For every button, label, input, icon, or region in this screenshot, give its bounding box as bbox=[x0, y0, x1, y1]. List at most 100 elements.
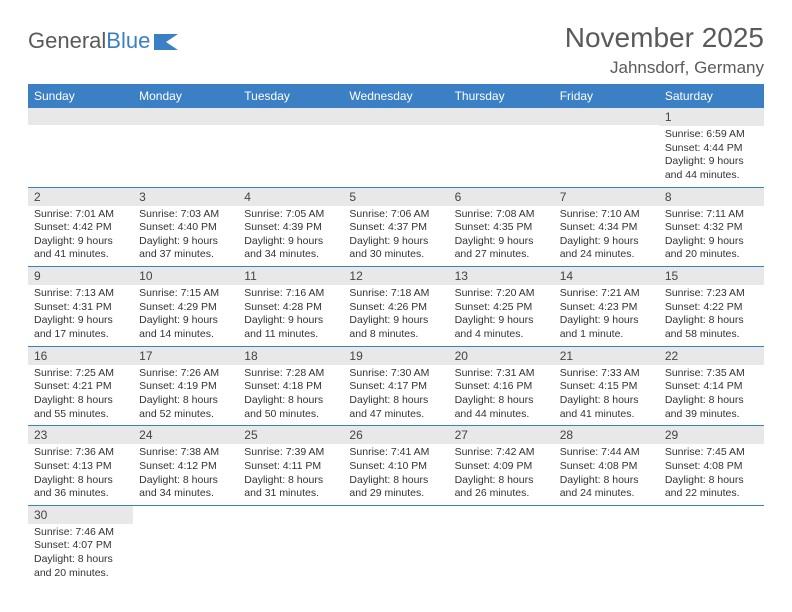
day-number: 5 bbox=[343, 188, 448, 206]
day-number: 27 bbox=[449, 426, 554, 444]
calendar-day-cell: 9Sunrise: 7:13 AMSunset: 4:31 PMDaylight… bbox=[28, 267, 133, 347]
calendar-week-row: 16Sunrise: 7:25 AMSunset: 4:21 PMDayligh… bbox=[28, 346, 764, 426]
calendar-day-cell: 27Sunrise: 7:42 AMSunset: 4:09 PMDayligh… bbox=[449, 426, 554, 506]
empty-day-header bbox=[238, 108, 343, 125]
day-details: Sunrise: 7:31 AMSunset: 4:16 PMDaylight:… bbox=[449, 365, 554, 426]
day-number: 14 bbox=[554, 267, 659, 285]
calendar-empty-cell bbox=[133, 505, 238, 584]
weekday-header: Monday bbox=[133, 84, 238, 108]
day-details: Sunrise: 7:28 AMSunset: 4:18 PMDaylight:… bbox=[238, 365, 343, 426]
day-number: 12 bbox=[343, 267, 448, 285]
day-number: 13 bbox=[449, 267, 554, 285]
day-number: 16 bbox=[28, 347, 133, 365]
title-block: November 2025 Jahnsdorf, Germany bbox=[565, 22, 764, 78]
day-number: 19 bbox=[343, 347, 448, 365]
calendar-day-cell: 17Sunrise: 7:26 AMSunset: 4:19 PMDayligh… bbox=[133, 346, 238, 426]
location: Jahnsdorf, Germany bbox=[565, 58, 764, 78]
day-number: 6 bbox=[449, 188, 554, 206]
day-number: 24 bbox=[133, 426, 238, 444]
day-details: Sunrise: 7:25 AMSunset: 4:21 PMDaylight:… bbox=[28, 365, 133, 426]
day-number: 25 bbox=[238, 426, 343, 444]
day-details: Sunrise: 7:30 AMSunset: 4:17 PMDaylight:… bbox=[343, 365, 448, 426]
calendar-week-row: 1Sunrise: 6:59 AMSunset: 4:44 PMDaylight… bbox=[28, 108, 764, 187]
day-number: 21 bbox=[554, 347, 659, 365]
day-details: Sunrise: 7:41 AMSunset: 4:10 PMDaylight:… bbox=[343, 444, 448, 505]
calendar-empty-cell bbox=[238, 108, 343, 187]
day-number: 23 bbox=[28, 426, 133, 444]
weekday-header: Sunday bbox=[28, 84, 133, 108]
calendar-day-cell: 7Sunrise: 7:10 AMSunset: 4:34 PMDaylight… bbox=[554, 187, 659, 267]
day-details: Sunrise: 7:05 AMSunset: 4:39 PMDaylight:… bbox=[238, 206, 343, 267]
day-details: Sunrise: 7:10 AMSunset: 4:34 PMDaylight:… bbox=[554, 206, 659, 267]
calendar-empty-cell bbox=[449, 108, 554, 187]
calendar-day-cell: 4Sunrise: 7:05 AMSunset: 4:39 PMDaylight… bbox=[238, 187, 343, 267]
day-number: 9 bbox=[28, 267, 133, 285]
empty-day-header bbox=[554, 108, 659, 125]
calendar-empty-cell bbox=[449, 505, 554, 584]
day-details: Sunrise: 7:45 AMSunset: 4:08 PMDaylight:… bbox=[659, 444, 764, 505]
calendar-day-cell: 26Sunrise: 7:41 AMSunset: 4:10 PMDayligh… bbox=[343, 426, 448, 506]
calendar-day-cell: 6Sunrise: 7:08 AMSunset: 4:35 PMDaylight… bbox=[449, 187, 554, 267]
calendar-day-cell: 28Sunrise: 7:44 AMSunset: 4:08 PMDayligh… bbox=[554, 426, 659, 506]
calendar-day-cell: 24Sunrise: 7:38 AMSunset: 4:12 PMDayligh… bbox=[133, 426, 238, 506]
calendar-empty-cell bbox=[28, 108, 133, 187]
calendar-body: 1Sunrise: 6:59 AMSunset: 4:44 PMDaylight… bbox=[28, 108, 764, 584]
calendar-empty-cell bbox=[133, 108, 238, 187]
calendar-empty-cell bbox=[659, 505, 764, 584]
day-number: 22 bbox=[659, 347, 764, 365]
logo: GeneralBlue bbox=[28, 28, 180, 54]
calendar-empty-cell bbox=[343, 505, 448, 584]
day-number: 3 bbox=[133, 188, 238, 206]
calendar-empty-cell bbox=[238, 505, 343, 584]
calendar-day-cell: 13Sunrise: 7:20 AMSunset: 4:25 PMDayligh… bbox=[449, 267, 554, 347]
day-details: Sunrise: 7:39 AMSunset: 4:11 PMDaylight:… bbox=[238, 444, 343, 505]
day-number: 18 bbox=[238, 347, 343, 365]
day-details: Sunrise: 7:11 AMSunset: 4:32 PMDaylight:… bbox=[659, 206, 764, 267]
day-number: 30 bbox=[28, 506, 133, 524]
calendar-day-cell: 18Sunrise: 7:28 AMSunset: 4:18 PMDayligh… bbox=[238, 346, 343, 426]
calendar-day-cell: 20Sunrise: 7:31 AMSunset: 4:16 PMDayligh… bbox=[449, 346, 554, 426]
day-details: Sunrise: 7:18 AMSunset: 4:26 PMDaylight:… bbox=[343, 285, 448, 346]
day-details: Sunrise: 7:21 AMSunset: 4:23 PMDaylight:… bbox=[554, 285, 659, 346]
month-title: November 2025 bbox=[565, 22, 764, 54]
logo-text-blue: Blue bbox=[106, 28, 150, 54]
calendar-day-cell: 29Sunrise: 7:45 AMSunset: 4:08 PMDayligh… bbox=[659, 426, 764, 506]
day-number: 11 bbox=[238, 267, 343, 285]
day-details: Sunrise: 7:46 AMSunset: 4:07 PMDaylight:… bbox=[28, 524, 133, 585]
weekday-header: Tuesday bbox=[238, 84, 343, 108]
calendar-week-row: 30Sunrise: 7:46 AMSunset: 4:07 PMDayligh… bbox=[28, 505, 764, 584]
day-details: Sunrise: 7:36 AMSunset: 4:13 PMDaylight:… bbox=[28, 444, 133, 505]
calendar-week-row: 23Sunrise: 7:36 AMSunset: 4:13 PMDayligh… bbox=[28, 426, 764, 506]
calendar-empty-cell bbox=[343, 108, 448, 187]
calendar-empty-cell bbox=[554, 108, 659, 187]
day-number: 4 bbox=[238, 188, 343, 206]
day-details: Sunrise: 7:42 AMSunset: 4:09 PMDaylight:… bbox=[449, 444, 554, 505]
empty-day-header bbox=[28, 108, 133, 125]
calendar-week-row: 9Sunrise: 7:13 AMSunset: 4:31 PMDaylight… bbox=[28, 267, 764, 347]
calendar-empty-cell bbox=[554, 505, 659, 584]
calendar-day-cell: 23Sunrise: 7:36 AMSunset: 4:13 PMDayligh… bbox=[28, 426, 133, 506]
day-details: Sunrise: 7:16 AMSunset: 4:28 PMDaylight:… bbox=[238, 285, 343, 346]
weekday-header: Saturday bbox=[659, 84, 764, 108]
day-details: Sunrise: 7:15 AMSunset: 4:29 PMDaylight:… bbox=[133, 285, 238, 346]
calendar-day-cell: 19Sunrise: 7:30 AMSunset: 4:17 PMDayligh… bbox=[343, 346, 448, 426]
day-number: 20 bbox=[449, 347, 554, 365]
weekday-header: Friday bbox=[554, 84, 659, 108]
calendar-day-cell: 12Sunrise: 7:18 AMSunset: 4:26 PMDayligh… bbox=[343, 267, 448, 347]
calendar-day-cell: 8Sunrise: 7:11 AMSunset: 4:32 PMDaylight… bbox=[659, 187, 764, 267]
logo-flag-icon bbox=[154, 32, 180, 50]
day-details: Sunrise: 7:44 AMSunset: 4:08 PMDaylight:… bbox=[554, 444, 659, 505]
day-details: Sunrise: 7:01 AMSunset: 4:42 PMDaylight:… bbox=[28, 206, 133, 267]
day-details: Sunrise: 7:20 AMSunset: 4:25 PMDaylight:… bbox=[449, 285, 554, 346]
calendar-day-cell: 5Sunrise: 7:06 AMSunset: 4:37 PMDaylight… bbox=[343, 187, 448, 267]
calendar-day-cell: 11Sunrise: 7:16 AMSunset: 4:28 PMDayligh… bbox=[238, 267, 343, 347]
day-number: 1 bbox=[659, 108, 764, 126]
day-number: 10 bbox=[133, 267, 238, 285]
day-details: Sunrise: 7:13 AMSunset: 4:31 PMDaylight:… bbox=[28, 285, 133, 346]
day-details: Sunrise: 7:03 AMSunset: 4:40 PMDaylight:… bbox=[133, 206, 238, 267]
calendar-day-cell: 30Sunrise: 7:46 AMSunset: 4:07 PMDayligh… bbox=[28, 505, 133, 584]
logo-text-general: General bbox=[28, 28, 106, 54]
day-number: 17 bbox=[133, 347, 238, 365]
calendar-day-cell: 14Sunrise: 7:21 AMSunset: 4:23 PMDayligh… bbox=[554, 267, 659, 347]
empty-day-header bbox=[343, 108, 448, 125]
